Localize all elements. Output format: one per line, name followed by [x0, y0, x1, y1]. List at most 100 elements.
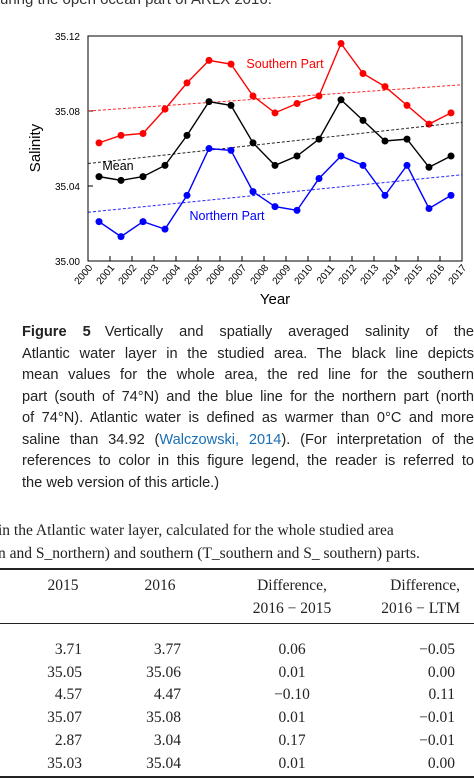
table-cell: 2016	[144, 577, 176, 594]
data-point	[205, 145, 213, 152]
caption-line: references to color in this figure legen…	[22, 453, 474, 469]
trend-line	[87, 174, 463, 213]
table-cell: 0.01	[278, 709, 306, 727]
data-point	[95, 139, 103, 147]
trend-line	[87, 121, 463, 164]
data-point	[403, 161, 411, 169]
caption-label: Figure 5	[22, 324, 91, 340]
data-point	[337, 40, 345, 47]
table-cell: 3.04	[153, 731, 181, 749]
data-point	[447, 109, 455, 117]
data-point	[403, 101, 411, 109]
caption-line: saline than 34.92 (Walczowski, 2014). (F…	[22, 430, 474, 452]
series-label: Northern Part	[189, 209, 265, 223]
caption-text: Vertically and spatially averaged salini…	[104, 324, 474, 340]
table-cell: 3.71	[54, 641, 82, 658]
table-cell: 0.00	[427, 663, 455, 681]
data-point	[271, 161, 279, 169]
data-point	[227, 101, 235, 109]
data-point	[293, 206, 301, 214]
data-point	[117, 233, 125, 241]
data-point	[227, 146, 235, 154]
table-cell: 35.03	[47, 754, 82, 772]
table-cell: 2016 − 2015	[252, 600, 332, 617]
data-point	[249, 139, 257, 147]
data-point	[381, 191, 389, 199]
data-point	[359, 116, 367, 124]
table-rule	[0, 623, 474, 624]
data-point	[381, 137, 389, 145]
data-point	[183, 191, 191, 199]
top-text: uring the open ocean part of ARLX 2016.	[0, 0, 272, 8]
data-point	[139, 218, 147, 226]
table-cell: 35.07	[47, 709, 82, 727]
table-cell: 35.05	[47, 663, 82, 681]
series-label: Mean	[102, 159, 133, 173]
data-point	[95, 218, 103, 226]
table-rule	[0, 776, 474, 778]
caption-line: part (south of 74°N) and the blue line f…	[22, 388, 474, 405]
data-point	[271, 203, 279, 211]
data-point	[117, 176, 125, 184]
table-cell: 0.01	[278, 754, 306, 772]
table-intro: n and S_northern) and southern (T_southe…	[0, 545, 420, 562]
data-point	[293, 100, 301, 107]
data-point	[447, 152, 455, 160]
table-cell: 35.08	[146, 709, 181, 727]
data-point	[337, 152, 345, 160]
data-point	[359, 70, 367, 77]
data-point	[161, 105, 169, 113]
x-axis-label: Year	[260, 291, 290, 308]
table-cell: 35.06	[146, 663, 181, 681]
reference-link[interactable]: Walczowski, 2014	[159, 431, 282, 448]
table-cell: 0.17	[278, 731, 306, 749]
caption-line: of 74°N). Atlantic water is defined as w…	[22, 410, 474, 426]
data-point	[139, 130, 147, 137]
data-point	[161, 225, 169, 233]
table-cell: −0.01	[419, 731, 455, 749]
data-point	[271, 109, 279, 117]
data-point	[227, 60, 235, 68]
table-cell: 35.04	[146, 754, 181, 772]
y-tick-label: 35.08	[55, 107, 80, 118]
data-point	[315, 135, 323, 143]
y-tick-label: 35.00	[55, 257, 80, 268]
table-cell: −0.01	[419, 709, 455, 727]
table-cell: 3.77	[153, 641, 181, 658]
table-cell: 0.00	[427, 754, 455, 772]
data-point	[425, 163, 433, 171]
data-point	[249, 92, 257, 100]
data-point	[403, 135, 411, 143]
y-axis-label: Salinity	[27, 123, 44, 172]
table-cell: 4.47	[153, 686, 181, 704]
table-cell: 2015	[47, 577, 79, 594]
data-point	[161, 161, 169, 169]
table-cell: 0.01	[278, 663, 306, 681]
data-point	[183, 131, 191, 139]
data-point	[293, 152, 301, 160]
data-point	[447, 191, 455, 199]
caption-text: saline than 34.92 (	[22, 431, 160, 448]
plot-frame	[87, 35, 463, 262]
data-point	[205, 56, 213, 64]
data-point	[183, 79, 191, 87]
data-point	[315, 175, 323, 182]
data-point	[381, 83, 389, 91]
table-cell: −0.10	[274, 686, 310, 704]
caption-line: Figure 5 Vertically and spatially average…	[22, 322, 474, 344]
data-point	[249, 188, 257, 196]
table-rule	[0, 568, 474, 570]
table-cell: 0.06	[278, 641, 306, 658]
data-point	[359, 161, 367, 169]
table-cell: 0.11	[428, 686, 455, 704]
caption-text: ). (For interpretation of the	[281, 431, 474, 448]
caption-line: the web version of this article.)	[22, 474, 220, 491]
caption-line: mean values for the whole area, the red …	[22, 367, 474, 383]
table-cell: 2016 − LTM	[381, 600, 460, 617]
data-point	[117, 131, 125, 139]
data-point	[139, 173, 147, 181]
table-cell: 2.87	[54, 731, 82, 749]
